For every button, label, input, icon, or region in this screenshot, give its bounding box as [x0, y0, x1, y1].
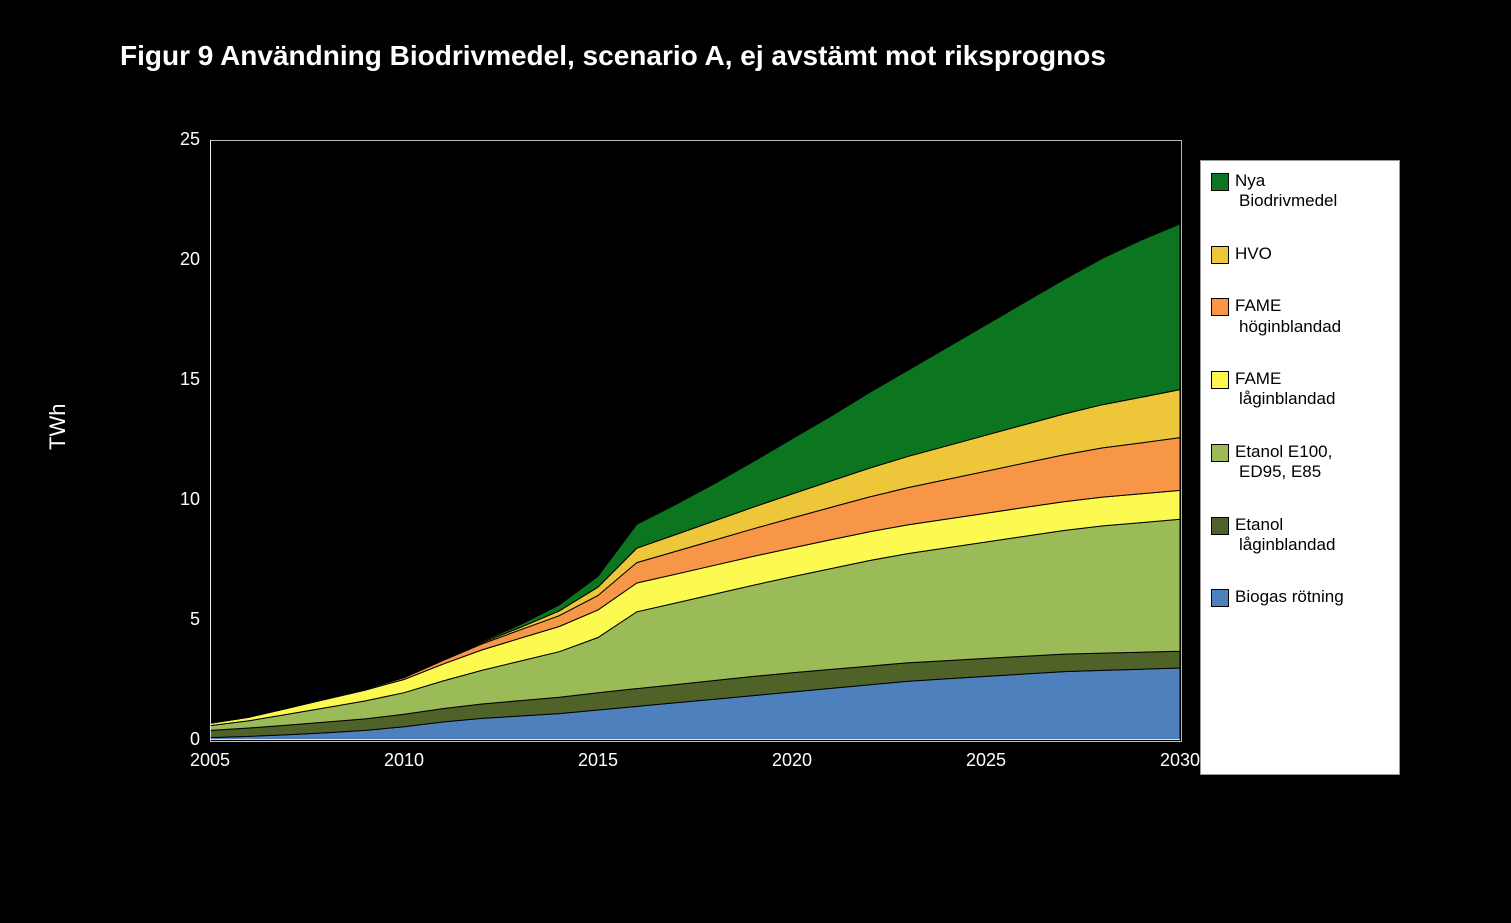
legend-swatch: [1211, 371, 1229, 389]
legend-label: Etanollåginblandad: [1235, 515, 1387, 556]
legend-swatch: [1211, 173, 1229, 191]
legend-item-etanol_lag: Etanollåginblandad: [1211, 515, 1387, 556]
chart-title: Figur 9 Användning Biodrivmedel, scenari…: [120, 40, 1106, 72]
x-tick: 2005: [180, 750, 240, 771]
legend-label: HVO: [1235, 244, 1387, 264]
legend-item-hvo: HVO: [1211, 244, 1387, 264]
legend-swatch: [1211, 517, 1229, 535]
stacked-area-plot: [210, 140, 1180, 740]
legend-swatch: [1211, 246, 1229, 264]
legend-item-etanol_e85: Etanol E100,ED95, E85: [1211, 442, 1387, 483]
y-tick: 5: [140, 609, 200, 630]
x-tick: 2015: [568, 750, 628, 771]
legend-label: Biogas rötning: [1235, 587, 1387, 607]
y-tick: 0: [140, 729, 200, 750]
y-tick: 25: [140, 129, 200, 150]
chart-stage: Figur 9 Användning Biodrivmedel, scenari…: [0, 0, 1511, 923]
legend-label: FAMElåginblandad: [1235, 369, 1387, 410]
legend-label: FAMEhöginblandad: [1235, 296, 1387, 337]
x-tick: 2010: [374, 750, 434, 771]
legend-item-biogas: Biogas rötning: [1211, 587, 1387, 607]
legend-swatch: [1211, 444, 1229, 462]
legend: NyaBiodrivmedel HVO FAMEhöginblandad FAMElå…: [1200, 160, 1400, 775]
legend-label: Etanol E100,ED95, E85: [1235, 442, 1387, 483]
legend-swatch: [1211, 589, 1229, 607]
y-axis-label: TWh: [45, 404, 71, 450]
legend-item-nya: NyaBiodrivmedel: [1211, 171, 1387, 212]
legend-item-fame_lag: FAMElåginblandad: [1211, 369, 1387, 410]
y-tick: 20: [140, 249, 200, 270]
legend-label: NyaBiodrivmedel: [1235, 171, 1387, 212]
x-tick: 2025: [956, 750, 1016, 771]
legend-swatch: [1211, 298, 1229, 316]
y-tick: 15: [140, 369, 200, 390]
y-tick: 10: [140, 489, 200, 510]
legend-item-fame_hog: FAMEhöginblandad: [1211, 296, 1387, 337]
x-tick: 2020: [762, 750, 822, 771]
